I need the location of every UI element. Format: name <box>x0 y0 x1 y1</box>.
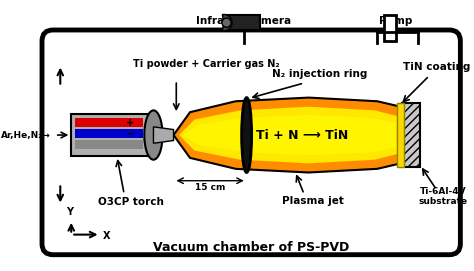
Polygon shape <box>182 115 395 155</box>
Polygon shape <box>154 127 173 143</box>
Bar <box>75 118 144 127</box>
Text: Ti + N ⟶ TiN: Ti + N ⟶ TiN <box>256 128 348 141</box>
Text: Ti powder + Carrier gas N₂: Ti powder + Carrier gas N₂ <box>133 59 280 69</box>
Bar <box>402 103 420 167</box>
Text: TiN coating: TiN coating <box>403 62 470 72</box>
Bar <box>397 103 404 167</box>
Polygon shape <box>173 98 405 173</box>
FancyBboxPatch shape <box>42 30 460 255</box>
Text: Pump: Pump <box>379 16 412 26</box>
Text: Ti-6Al-4V
substrate: Ti-6Al-4V substrate <box>419 186 467 206</box>
Wedge shape <box>222 14 232 31</box>
Bar <box>75 129 144 138</box>
Text: Plasma jet: Plasma jet <box>283 196 344 206</box>
Bar <box>71 114 154 156</box>
Bar <box>383 15 395 41</box>
Polygon shape <box>179 107 400 163</box>
Text: O3CP torch: O3CP torch <box>98 197 164 207</box>
Text: Y: Y <box>66 207 73 217</box>
Text: +: + <box>126 118 134 128</box>
Ellipse shape <box>144 110 163 160</box>
Circle shape <box>222 18 231 27</box>
Text: 15 cm: 15 cm <box>195 183 225 192</box>
Text: −: − <box>126 129 136 139</box>
Bar <box>224 15 260 30</box>
Text: X: X <box>103 231 111 241</box>
Text: Infrared camera: Infrared camera <box>196 16 292 26</box>
Text: N₂ injection ring: N₂ injection ring <box>272 69 367 79</box>
Ellipse shape <box>242 98 252 173</box>
Text: Vacuum chamber of PS-PVD: Vacuum chamber of PS-PVD <box>153 241 349 254</box>
Bar <box>75 140 144 149</box>
Text: Ar,He,N₂→: Ar,He,N₂→ <box>1 131 51 140</box>
